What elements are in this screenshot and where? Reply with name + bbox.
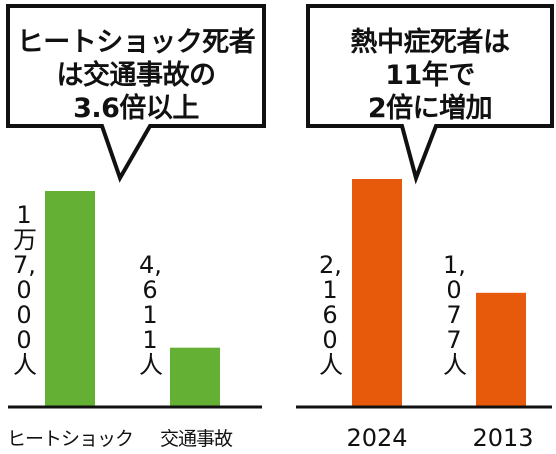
value-label: 4,611人: [139, 251, 163, 379]
bar-chart: [8, 191, 262, 409]
bar-2013: [476, 292, 526, 406]
value-label: 2,160人: [319, 251, 343, 379]
callout-line: 2倍に増加: [367, 93, 493, 124]
category-label: 2013: [472, 424, 534, 452]
callout-text: 熱中症死者は 11年で 2倍に増加: [308, 26, 552, 125]
bar-ヒートショック: [45, 191, 95, 406]
callout-line: ヒートショック死者: [16, 27, 256, 58]
bar-chart: [296, 179, 552, 409]
heatstroke-trend-panel: 熱中症死者は 11年で 2倍に増加 2,160人 2024 1,077人 2013: [284, 0, 556, 454]
bar-交通事故: [170, 347, 220, 406]
callout-line: は交通事故の: [56, 60, 217, 91]
callout-bubble: [6, 4, 266, 183]
callout-text: ヒートショック死者 は交通事故の 3.6倍以上: [0, 26, 272, 125]
heatshock-vs-traffic-panel: ヒートショック死者 は交通事故の 3.6倍以上 1万7,000人ヒートショック 4…: [0, 0, 272, 454]
callout-line: 3.6倍以上: [73, 93, 199, 124]
value-label: 1万7,000人: [13, 201, 37, 379]
callout-line: 11年で: [385, 60, 475, 91]
category-label: ヒートショック: [6, 428, 134, 450]
callout-bubble: [306, 4, 554, 185]
value-label: 1,077人: [443, 251, 467, 379]
callout-line: 熱中症死者は: [350, 27, 511, 58]
category-label: 2024: [346, 424, 408, 452]
category-label: 交通事故: [159, 428, 233, 450]
bar-2024: [352, 179, 402, 406]
